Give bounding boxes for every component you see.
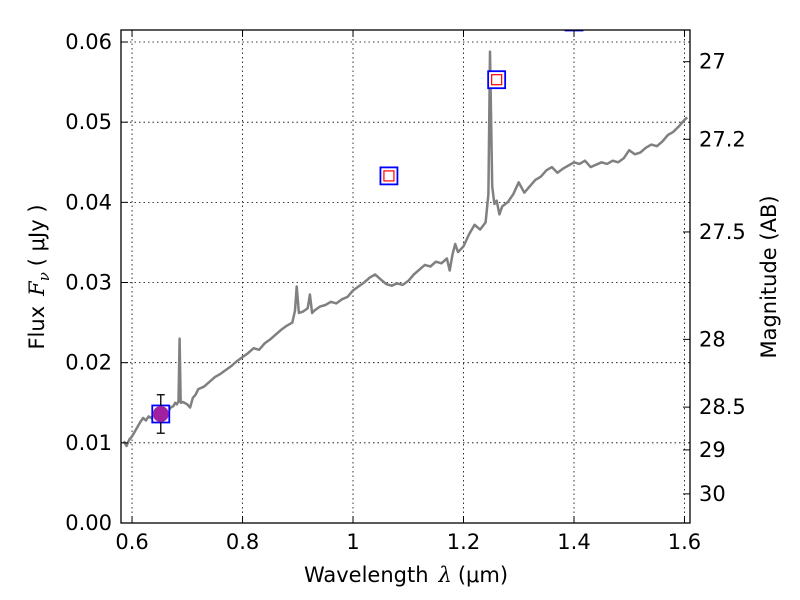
x-axis-label: Wavelength λ (μm) [304,563,508,587]
mag-tick-label: 30 [699,482,726,506]
y-tick-label: 0.05 [65,110,112,134]
plot-frame [120,29,691,524]
spectrum-line [122,50,689,448]
mag-tick-label: 27.2 [699,127,746,151]
mag-tick-label: 27.5 [699,220,746,244]
y-tick-label: 0.02 [65,351,112,375]
photometry-points [151,17,584,434]
y-axis-label: FluxFν( μJy ) [25,204,53,349]
x-tick-label: 1.4 [557,530,590,554]
x-tick-label: 0.6 [115,530,148,554]
y-tick-label: 0.06 [65,30,112,54]
y-tick-label: 0.03 [65,271,112,295]
x-tick-label: 1.2 [447,530,480,554]
mag-tick-label: 28 [699,327,726,351]
model-point-inner [569,17,579,27]
x-tick-label: 1.6 [668,530,701,554]
spectrum-series [122,50,689,448]
x-tick-label: 1 [346,530,359,554]
plot-background [121,30,690,523]
observed-point [152,405,169,422]
y-tick-label: 0.04 [65,190,112,214]
mag-tick-label: 27 [699,50,726,74]
y2-axis-label: Magnitude (AB) [757,195,781,358]
mag-tick-label: 28.5 [699,395,746,419]
y-tick-label: 0.00 [65,511,112,535]
y-tick-label: 0.01 [65,431,112,455]
model-point-box [564,30,584,32]
x-tick-label: 0.8 [226,530,259,554]
ticks: 0.6 0.8 1 1.2 1.4 1.6 0.00 0.01 0.02 0.03 0.04 0.05… [65,30,746,554]
mag-tick-label: 29 [699,438,726,462]
model-point-inner [491,74,503,86]
model-point-inner [383,170,395,182]
